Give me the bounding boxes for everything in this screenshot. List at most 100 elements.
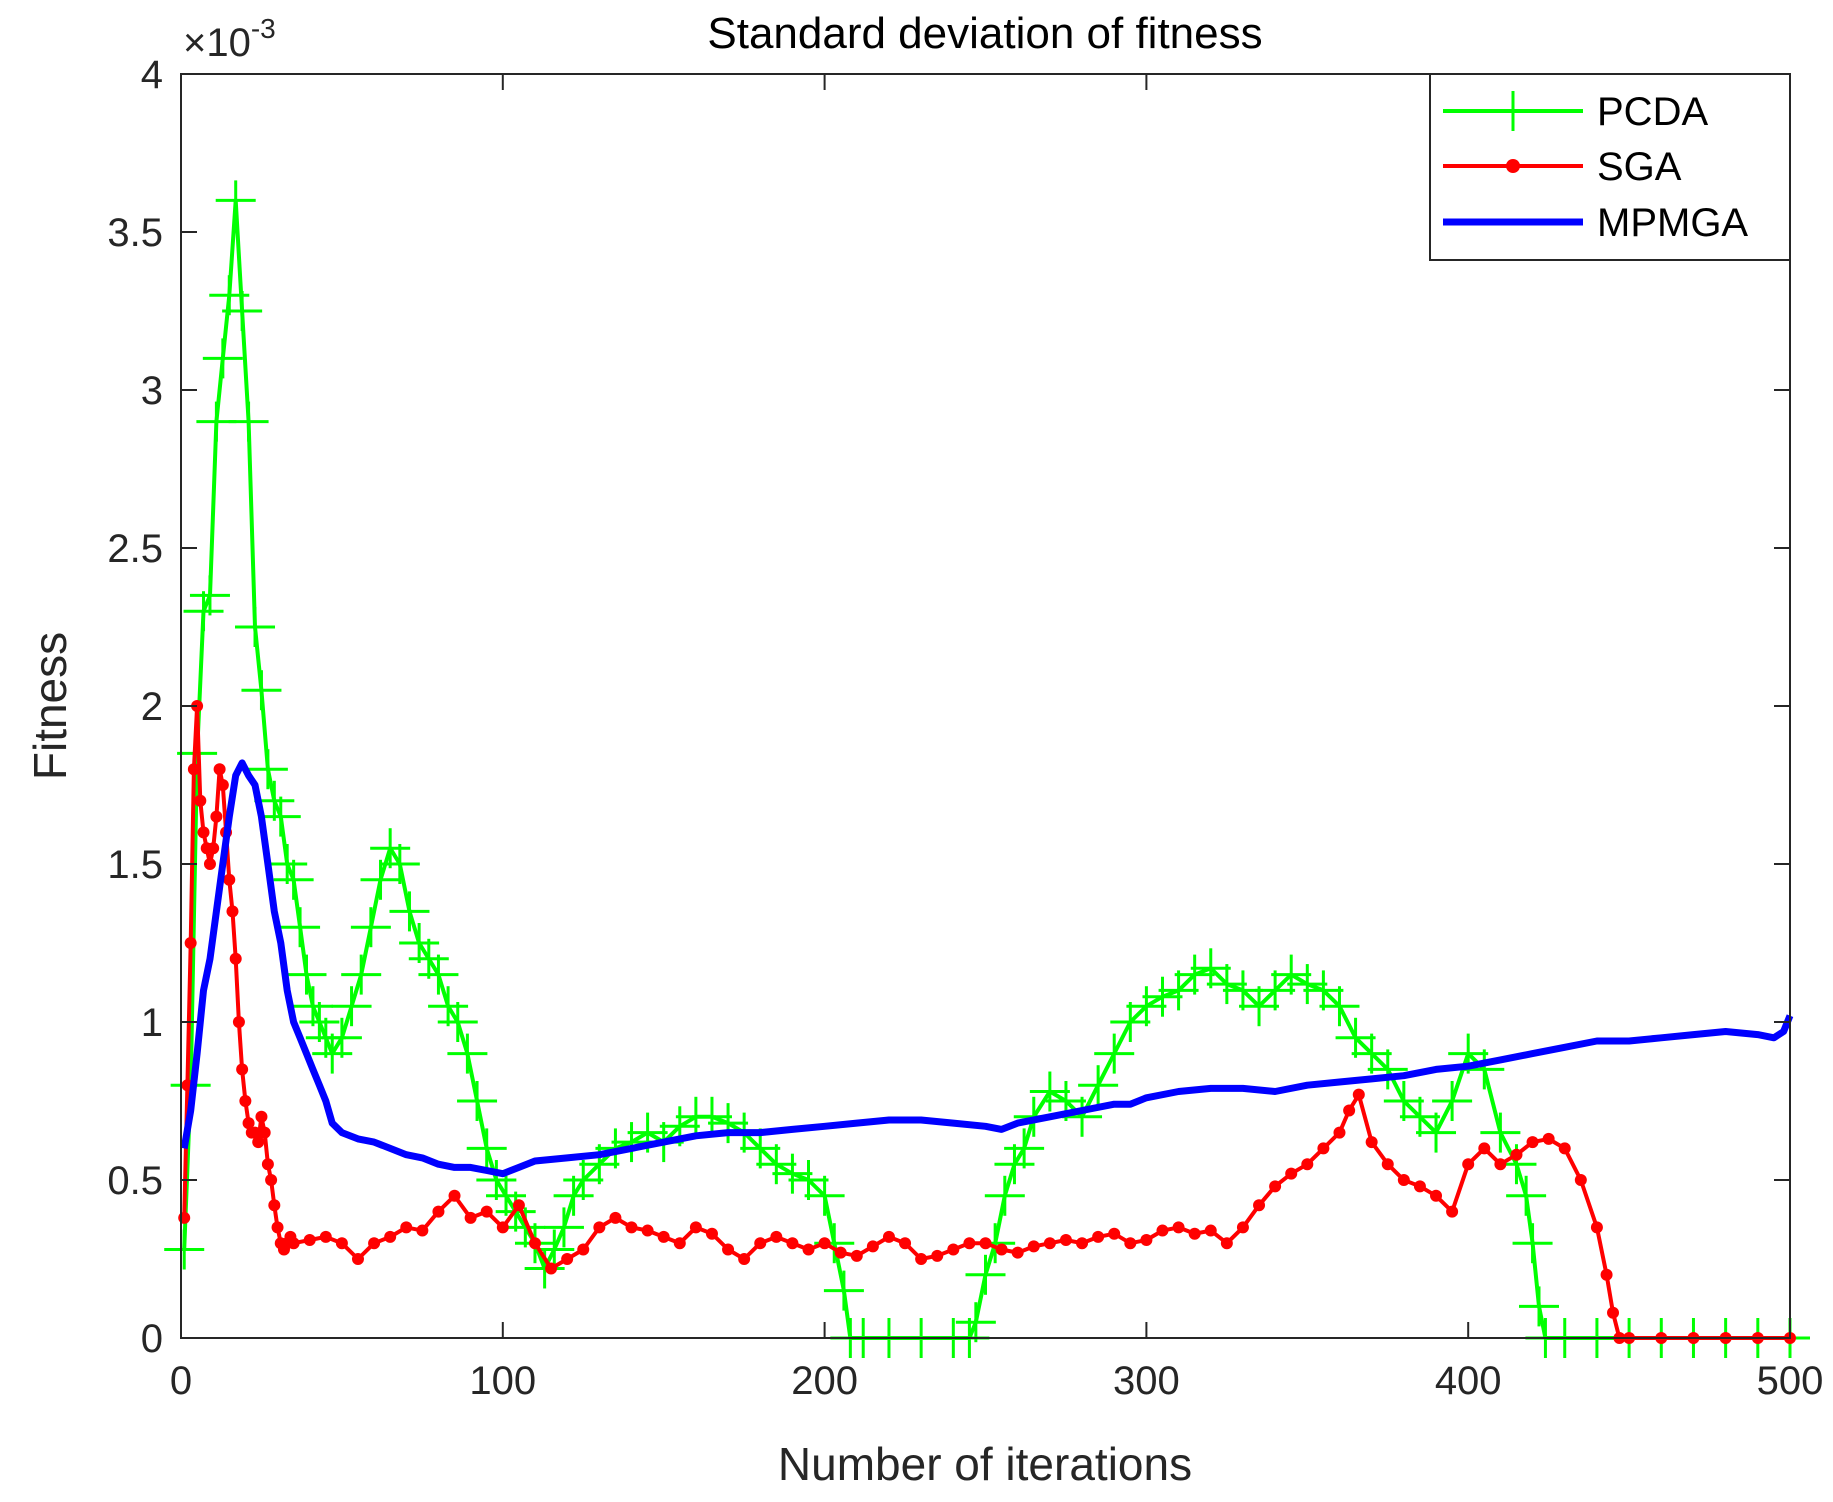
pcda-point xyxy=(437,1002,478,1042)
sga-point xyxy=(1574,1174,1587,1186)
pcda-point xyxy=(418,954,459,995)
pcda-point xyxy=(691,1096,732,1137)
sga-point xyxy=(641,1224,654,1237)
sga-point xyxy=(1600,1268,1613,1281)
y-tick-label: 0.5 xyxy=(107,1159,163,1203)
pcda-point xyxy=(1512,1223,1553,1264)
sga-point xyxy=(738,1253,751,1265)
sga-point xyxy=(673,1237,686,1250)
sga-point xyxy=(303,1234,316,1247)
sga-point xyxy=(236,1063,249,1076)
pcda-point xyxy=(183,591,224,632)
pcda-point xyxy=(286,954,327,995)
pcda-point xyxy=(408,938,449,979)
pcda-point xyxy=(1094,1033,1135,1074)
sga-point xyxy=(1397,1174,1410,1186)
sga-point xyxy=(770,1230,783,1243)
y-exponent-base: ×10 xyxy=(183,21,251,65)
sga-point xyxy=(657,1230,670,1243)
pcda-point xyxy=(350,907,391,948)
sga-point xyxy=(1590,1221,1603,1234)
pcda-point xyxy=(756,1144,797,1185)
pcda-point xyxy=(1464,1049,1505,1090)
sga-point xyxy=(915,1253,928,1265)
sga-point xyxy=(1188,1227,1201,1240)
legend-marker-sga xyxy=(1506,159,1520,173)
pcda-point xyxy=(543,1207,584,1248)
sga-point xyxy=(1381,1158,1394,1171)
sga-point xyxy=(512,1199,525,1212)
sga-point xyxy=(528,1237,541,1250)
sga-point xyxy=(319,1230,332,1243)
sga-point xyxy=(899,1237,912,1250)
sga-point xyxy=(1333,1126,1346,1139)
sga-point xyxy=(400,1221,413,1234)
pcda-point xyxy=(505,1207,546,1248)
sga-point xyxy=(194,794,207,807)
y-tick-label: 0 xyxy=(141,1317,163,1361)
pcda-point xyxy=(280,907,321,948)
sga-point xyxy=(226,905,239,918)
pcda-point xyxy=(379,844,420,884)
pcda-point xyxy=(563,1160,604,1200)
pcda-point xyxy=(399,923,440,963)
sga-point xyxy=(1043,1237,1056,1250)
pcda-point xyxy=(457,1081,498,1121)
pcda-point xyxy=(1190,948,1231,989)
pcda-point xyxy=(1158,970,1199,1011)
sga-point xyxy=(786,1237,799,1250)
mpmga-line xyxy=(180,759,1794,1178)
x-axis-title: Number of iterations xyxy=(778,1438,1192,1490)
pcda-point xyxy=(267,844,308,884)
legend-label-pcda: PCDA xyxy=(1597,90,1708,134)
pcda-point xyxy=(1174,954,1215,995)
y-exponent-label: ×10-3 xyxy=(183,13,276,65)
sga-point xyxy=(1204,1224,1217,1237)
pcda-point xyxy=(215,180,256,221)
sga-point xyxy=(802,1243,815,1256)
sga-point xyxy=(545,1262,558,1275)
sga-point xyxy=(197,826,210,839)
sga-point xyxy=(1352,1088,1365,1101)
sga-point xyxy=(722,1243,735,1256)
sga-point xyxy=(1430,1189,1443,1202)
y-tick-label: 3.5 xyxy=(107,211,163,255)
pcda-point xyxy=(428,986,469,1027)
x-tick-label: 500 xyxy=(1757,1359,1824,1403)
pcda-point xyxy=(1110,1002,1151,1042)
sga-point xyxy=(287,1237,300,1250)
sga-point xyxy=(1220,1237,1233,1250)
pcda-point xyxy=(292,986,333,1027)
sga-point xyxy=(384,1230,397,1243)
legend-marker-pcda xyxy=(1493,91,1533,131)
pcda-point xyxy=(955,1302,996,1343)
sga-point xyxy=(754,1237,767,1250)
sga-point xyxy=(271,1221,284,1234)
sga-point xyxy=(1365,1136,1378,1149)
pcda-point xyxy=(553,1175,594,1216)
pcda-point xyxy=(360,859,401,900)
ticks-layer: 0 100 200 300 400 500 0 0.5 1 1.5 2 2.5 3 3.5 4 xyxy=(107,53,1823,1403)
pcda-point xyxy=(228,401,269,442)
legend-items: PCDA SGA MPMGA xyxy=(1443,90,1748,245)
x-tick-label: 100 xyxy=(469,1359,536,1403)
sga-point xyxy=(1172,1221,1185,1234)
sga-point xyxy=(577,1243,590,1256)
sga-point xyxy=(561,1253,574,1265)
sga-point xyxy=(242,1117,255,1130)
pcda-point xyxy=(235,607,276,647)
sga-point xyxy=(1462,1158,1475,1171)
sga-point xyxy=(818,1237,831,1250)
pcda-point xyxy=(299,1002,340,1042)
legend: PCDA SGA MPMGA xyxy=(1429,73,1791,261)
sga-point xyxy=(207,842,220,855)
pcda-point xyxy=(222,291,263,331)
sga-point xyxy=(464,1211,477,1224)
pcda-point xyxy=(1126,986,1167,1027)
sga-point xyxy=(229,952,242,965)
y-tick-label: 4 xyxy=(141,53,163,97)
pcda-point xyxy=(370,828,411,869)
pcda-point xyxy=(1399,1096,1440,1137)
pcda-point xyxy=(1062,1096,1103,1137)
